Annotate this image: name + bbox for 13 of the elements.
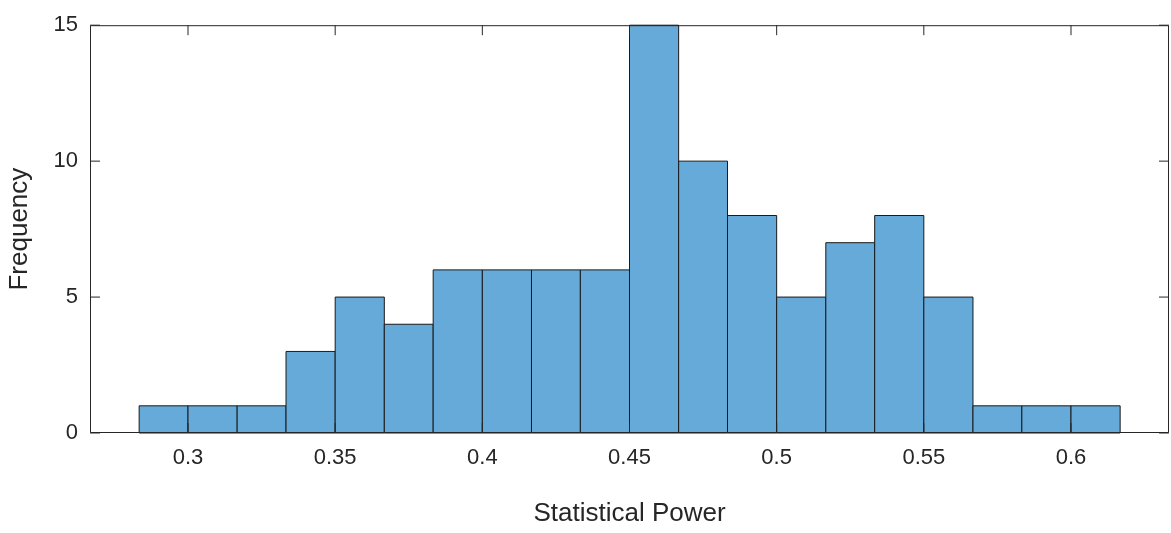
y-tick-label: 0 bbox=[65, 419, 78, 445]
x-tick-label: 0.6 bbox=[1055, 444, 1087, 470]
x-tick-label: 0.5 bbox=[761, 444, 792, 470]
x-tick-label: 0.45 bbox=[608, 444, 651, 470]
x-axis-title: Statistical Power bbox=[533, 496, 726, 527]
x-tick-label: 0.55 bbox=[902, 444, 946, 470]
y-tick-label: 10 bbox=[53, 147, 78, 173]
y-tick-label: 5 bbox=[65, 283, 78, 309]
x-tick-label: 0.4 bbox=[467, 444, 498, 470]
x-tick-label: 0.3 bbox=[172, 444, 204, 470]
y-axis-title: Frequency bbox=[2, 167, 33, 291]
x-tick-label: 0.35 bbox=[313, 444, 357, 470]
y-tick-label: 15 bbox=[53, 11, 78, 37]
